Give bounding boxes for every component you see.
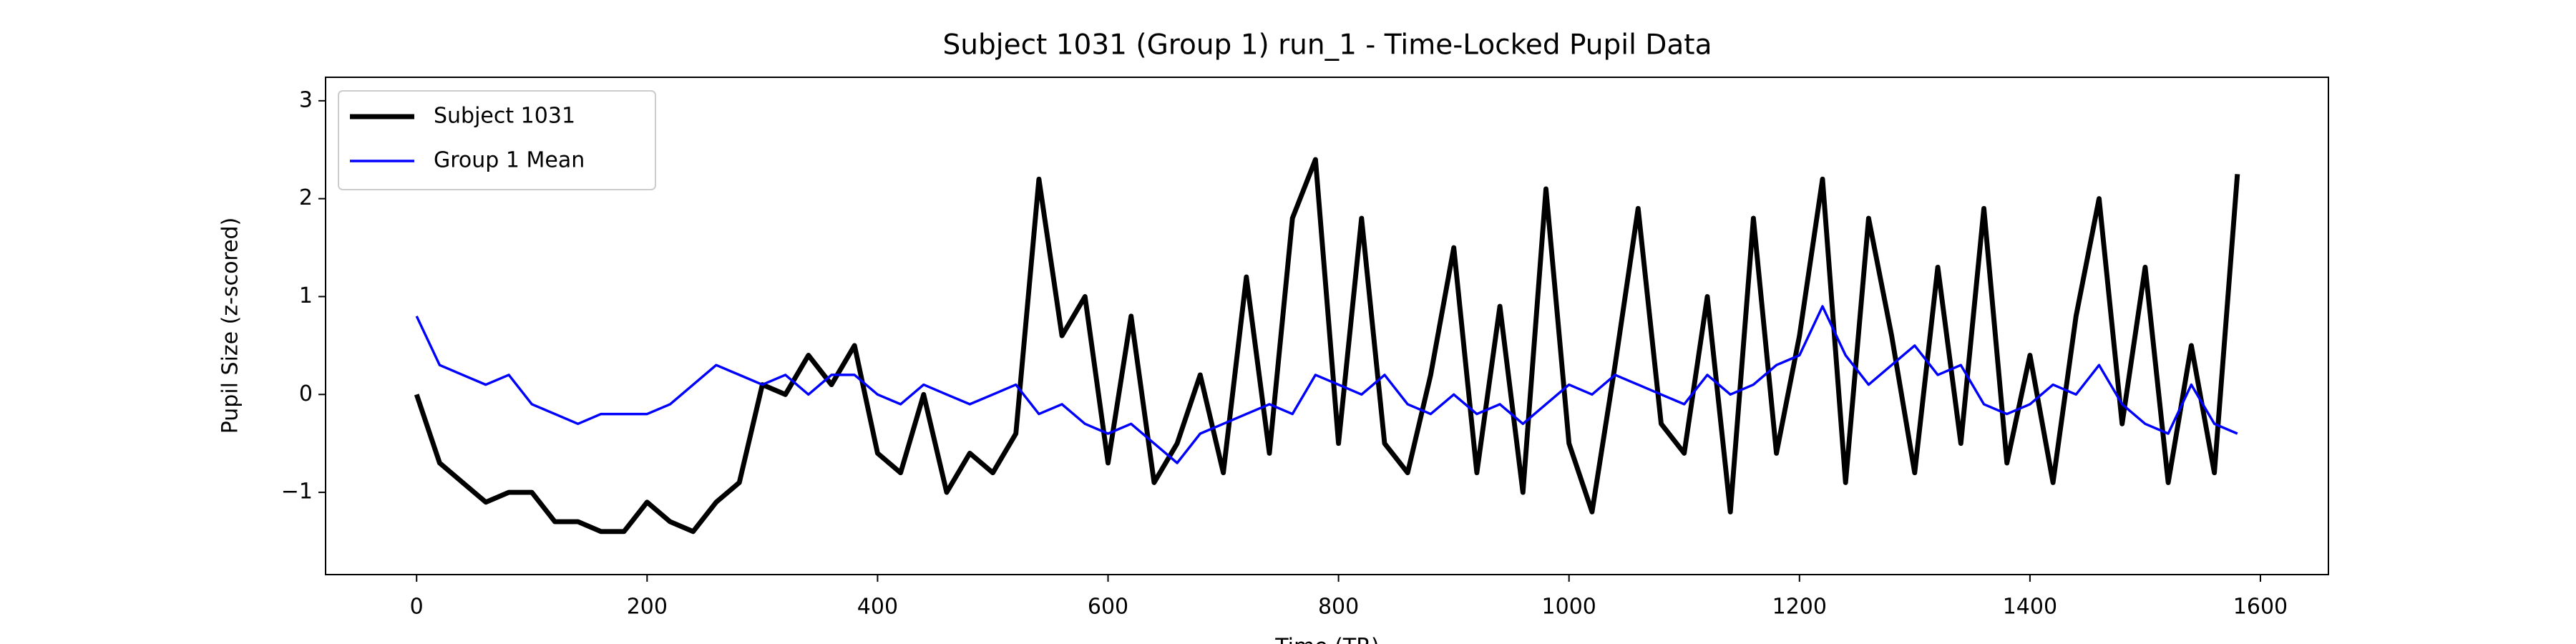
y-axis-label: Pupil Size (z-scored) (218, 218, 243, 434)
y-tick-label: 1 (299, 283, 313, 308)
y-tick-label: 2 (299, 185, 313, 210)
x-tick-label: 200 (627, 595, 668, 620)
x-tick-label: 1000 (1542, 595, 1596, 620)
plot-frame (325, 77, 2329, 575)
data-line (414, 157, 2240, 535)
x-tick-label: 0 (410, 595, 424, 620)
data-line (415, 305, 2238, 464)
x-tick-label: 1400 (2003, 595, 2057, 620)
x-tick-label: 800 (1318, 595, 1359, 620)
x-tick-label: 600 (1088, 595, 1128, 620)
x-tick-label: 1600 (2233, 595, 2288, 620)
x-tick-label: 1200 (1772, 595, 1827, 620)
x-tick-label: 400 (857, 595, 898, 620)
y-tick-label: 0 (299, 381, 313, 406)
legend-box (338, 90, 656, 190)
chart-title: Subject 1031 (Group 1) run_1 - Time-Lock… (943, 29, 1712, 62)
y-tick-label: −1 (281, 479, 313, 504)
legend-label: Group 1 Mean (434, 148, 585, 173)
legend-label: Subject 1031 (434, 104, 575, 129)
x-axis-label: Time (TR) (1274, 635, 1380, 644)
y-tick-label: 3 (299, 87, 313, 112)
